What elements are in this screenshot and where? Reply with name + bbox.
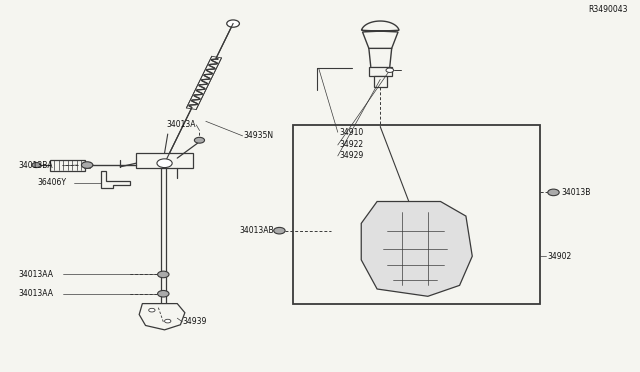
Circle shape (148, 308, 155, 312)
Circle shape (195, 137, 205, 143)
Circle shape (157, 159, 172, 168)
Circle shape (157, 271, 169, 278)
Text: 34013BA: 34013BA (19, 161, 53, 170)
Bar (293, 125, 540, 304)
Text: 34013AB: 34013AB (240, 226, 275, 235)
Circle shape (227, 20, 239, 27)
Bar (136, 153, 193, 168)
Polygon shape (186, 56, 221, 109)
Circle shape (386, 68, 394, 73)
Text: 34013A: 34013A (167, 121, 196, 129)
Polygon shape (139, 304, 185, 330)
Polygon shape (101, 170, 130, 187)
Text: R3490043: R3490043 (588, 5, 628, 14)
Text: 34935N: 34935N (244, 131, 274, 140)
Text: 34013B: 34013B (561, 188, 591, 197)
Text: 34910: 34910 (339, 128, 364, 137)
Circle shape (548, 189, 559, 196)
Circle shape (81, 162, 93, 168)
Polygon shape (361, 202, 472, 296)
Circle shape (32, 163, 41, 168)
Polygon shape (362, 21, 399, 48)
Text: 34939: 34939 (182, 317, 207, 326)
Bar (374, 76, 387, 87)
Text: 34013AA: 34013AA (19, 270, 54, 279)
Circle shape (164, 319, 171, 323)
Circle shape (157, 291, 169, 297)
Bar (369, 67, 392, 76)
Text: 34922: 34922 (339, 141, 363, 150)
Text: 34902: 34902 (547, 252, 572, 261)
Bar (51, 160, 85, 170)
Text: 34929: 34929 (339, 151, 364, 160)
Text: 34013AA: 34013AA (19, 289, 54, 298)
Text: 36406Y: 36406Y (38, 178, 67, 187)
Circle shape (274, 227, 285, 234)
